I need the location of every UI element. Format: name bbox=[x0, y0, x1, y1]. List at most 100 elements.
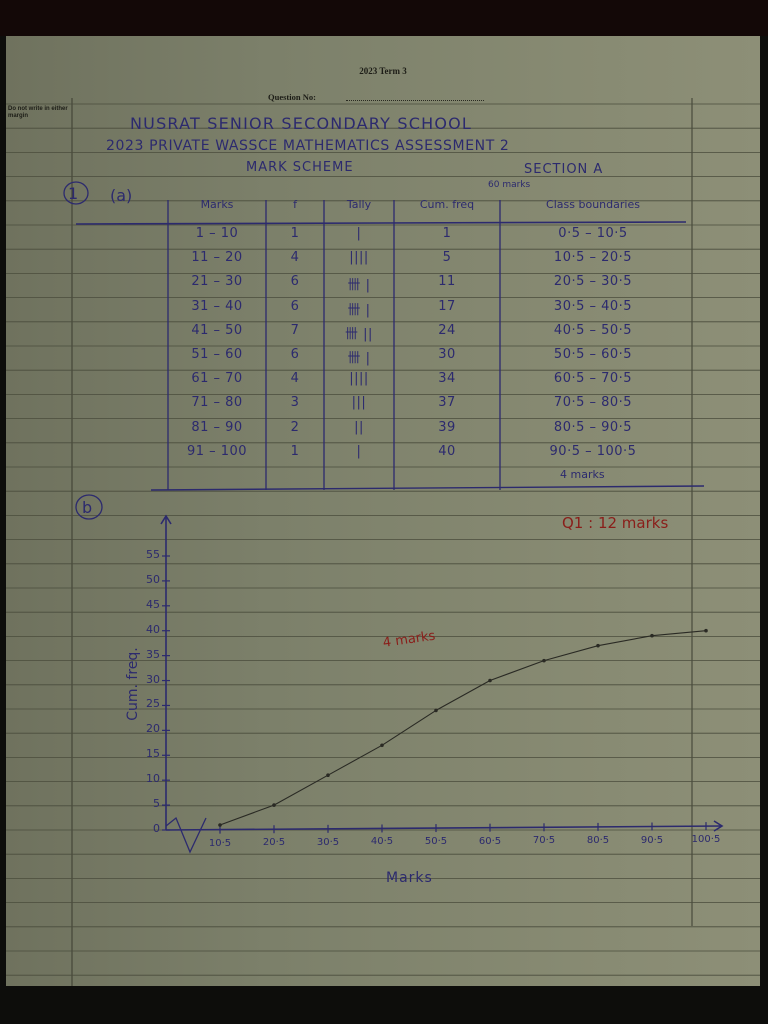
school-name: NUSRAT SENIOR SECONDARY SCHOOL bbox=[130, 114, 473, 133]
table-cell: 4 bbox=[290, 371, 300, 387]
x-axis-label: Marks bbox=[386, 870, 433, 886]
ogive-curve bbox=[219, 630, 707, 826]
table-cell: 30 bbox=[438, 347, 456, 362]
table-cell: 11 bbox=[438, 274, 456, 290]
part-a-label: (a) bbox=[110, 186, 133, 205]
table-cell: | bbox=[356, 226, 362, 241]
y-tick-label: 5 bbox=[153, 797, 160, 811]
table-cell: 20·5 – 30·5 bbox=[553, 274, 633, 290]
y-tick-label: 55 bbox=[146, 548, 160, 561]
x-tick-label: 100·5 bbox=[691, 834, 721, 846]
table-cell: |||| bbox=[349, 371, 369, 387]
ogive-point bbox=[704, 628, 708, 633]
table-cell: 60·5 – 70·5 bbox=[553, 371, 633, 387]
x-tick-label: 70·5 bbox=[532, 835, 556, 847]
table-cell: 2 bbox=[290, 419, 300, 435]
y-tick-label: 50 bbox=[146, 572, 160, 586]
ruled-lines bbox=[6, 98, 760, 986]
x-tick-label: 30·5 bbox=[316, 836, 340, 848]
y-tick-label: 20 bbox=[146, 722, 160, 736]
table-cell: 1 bbox=[442, 226, 452, 241]
y-tick-label: 40 bbox=[146, 622, 160, 636]
table-marks: 4 marks bbox=[560, 468, 605, 481]
top-dark-band bbox=[0, 0, 768, 36]
table-header-cell: Marks bbox=[200, 198, 234, 211]
table-cell: 61 – 70 bbox=[191, 371, 243, 387]
table-cell: 21 – 30 bbox=[191, 274, 243, 290]
margin-note: Do not write in either margin bbox=[8, 106, 68, 119]
section-title: SECTION A bbox=[524, 162, 604, 177]
table-cell: 6 bbox=[290, 347, 300, 362]
table-cell: 71 – 80 bbox=[191, 395, 243, 411]
table-header-cell: Tally bbox=[346, 198, 372, 211]
table-cell: 41 – 50 bbox=[191, 322, 243, 338]
table-cell: 37 bbox=[438, 395, 456, 411]
question-total-marks: Q1 : 12 marks bbox=[562, 514, 669, 532]
table-cell: 4 bbox=[290, 250, 300, 266]
table-cell: |||| bbox=[349, 250, 369, 266]
table-cell: 30·5 – 40·5 bbox=[553, 298, 633, 314]
y-tick-label: 30 bbox=[146, 672, 160, 686]
table-cell: 卌 | bbox=[347, 351, 371, 366]
table-header-cell: Class boundaries bbox=[546, 198, 640, 211]
table-header-cell: Cum. freq bbox=[419, 198, 475, 211]
table-cell: 31 – 40 bbox=[191, 298, 243, 314]
x-axis-arrow bbox=[713, 820, 724, 832]
table-cell: 6 bbox=[290, 298, 300, 314]
ogive-point bbox=[380, 743, 384, 748]
table-cell: 81 – 90 bbox=[191, 419, 243, 435]
table-cell: 1 – 10 bbox=[195, 226, 239, 241]
table-header-cell: f bbox=[293, 198, 297, 211]
y-tick-label: 10 bbox=[146, 772, 160, 786]
table-cell: 90·5 – 100·5 bbox=[549, 443, 637, 459]
table-cell: ||| bbox=[351, 395, 367, 411]
axis-break-zigzag bbox=[165, 816, 207, 854]
question-no-line bbox=[346, 100, 484, 101]
ogive-point bbox=[434, 708, 438, 713]
table-cell: 51 – 60 bbox=[191, 347, 243, 362]
table-cell: 卌 | bbox=[347, 278, 371, 294]
table-cell: 50·5 – 60·5 bbox=[553, 347, 633, 362]
table-cell: 6 bbox=[290, 274, 300, 290]
ogive-point bbox=[650, 633, 654, 638]
ogive-point bbox=[542, 658, 546, 663]
mark-scheme-title: MARK SCHEME bbox=[246, 160, 354, 175]
part-b-label: b bbox=[75, 494, 103, 520]
question-number-text: 1 bbox=[68, 184, 79, 203]
table-cell: 5 bbox=[442, 250, 452, 266]
ogive-point bbox=[596, 643, 600, 648]
circle-mark bbox=[63, 181, 89, 205]
y-tick-label: 0 bbox=[153, 822, 160, 835]
table-cell: 70·5 – 80·5 bbox=[553, 395, 633, 411]
ogive-chart bbox=[75, 200, 724, 854]
ogive-point bbox=[488, 678, 492, 683]
table-cell: 24 bbox=[438, 322, 456, 338]
term-title: 2023 Term 3 bbox=[359, 66, 407, 76]
x-tick-label: 40·5 bbox=[370, 836, 394, 848]
table-cell: 10·5 – 20·5 bbox=[553, 250, 633, 266]
circle-mark bbox=[75, 494, 103, 520]
y-tick-label: 45 bbox=[146, 597, 160, 611]
ogive-point bbox=[218, 823, 222, 827]
table-grid bbox=[75, 200, 705, 491]
assessment-title: 2023 PRIVATE WASSCE MATHEMATICS ASSESSME… bbox=[106, 138, 510, 154]
question-number: 1 bbox=[63, 181, 89, 205]
table-cell: 40·5 – 50·5 bbox=[553, 322, 633, 338]
ogive-point bbox=[272, 803, 276, 807]
table-cell: 17 bbox=[438, 298, 456, 314]
answer-sheet: 2023 Term 3 Question No: Do not write in… bbox=[6, 36, 760, 986]
table-cell: 39 bbox=[438, 419, 456, 435]
y-tick-label: 35 bbox=[146, 647, 160, 661]
table-cell: 40 bbox=[438, 443, 456, 459]
table-header-rule bbox=[75, 221, 687, 225]
table-cell: 1 bbox=[290, 443, 300, 459]
table-cell: || bbox=[354, 419, 364, 435]
table-cell: 34 bbox=[438, 371, 456, 387]
ogive-point bbox=[326, 773, 330, 777]
table-cell: 0·5 – 10·5 bbox=[558, 226, 628, 241]
x-tick-label: 20·5 bbox=[262, 837, 286, 849]
table-cell: 11 – 20 bbox=[191, 250, 243, 266]
table-cell: 3 bbox=[290, 395, 300, 411]
table-cell: 1 bbox=[290, 226, 300, 241]
table-cell: 80·5 – 90·5 bbox=[553, 419, 633, 435]
